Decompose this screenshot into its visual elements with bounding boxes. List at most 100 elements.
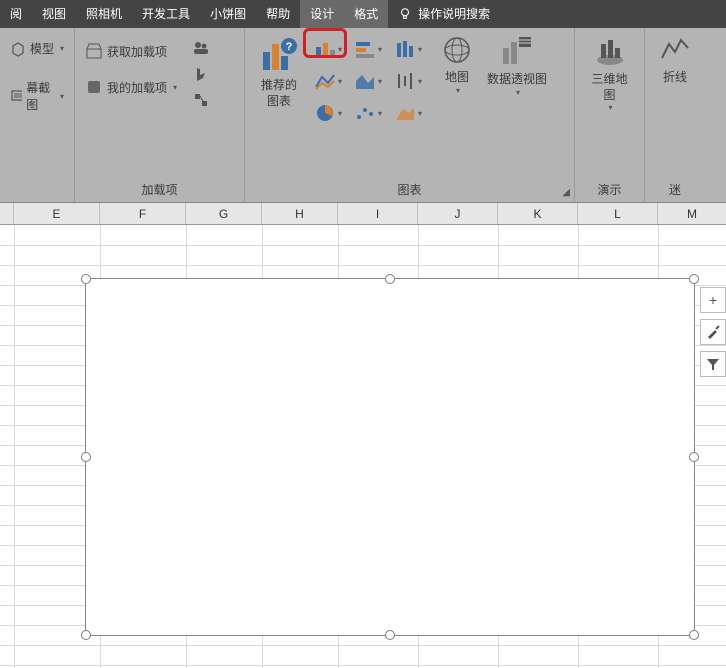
group-models: 模型 幕截图 bbox=[0, 28, 75, 202]
screenshot-icon bbox=[10, 88, 22, 104]
three-d-map-label: 三维地 图 bbox=[591, 72, 627, 103]
bing-icon bbox=[193, 66, 209, 82]
plus-icon: + bbox=[709, 292, 717, 308]
handle-bl[interactable] bbox=[81, 630, 91, 640]
menu-format[interactable]: 格式 bbox=[344, 0, 388, 28]
column-headers: E F G H I J K L M bbox=[0, 203, 726, 225]
menu-help[interactable]: 帮助 bbox=[256, 0, 300, 28]
maps-label: 地图 bbox=[445, 70, 469, 86]
pivot-chart-icon bbox=[500, 34, 534, 68]
col-header-gutter bbox=[0, 203, 14, 224]
models-button[interactable]: 模型 bbox=[6, 38, 68, 59]
recommended-charts-button[interactable]: ? 推荐的 图表 bbox=[251, 32, 307, 111]
three-d-map-button[interactable]: 三维地 图 bbox=[581, 32, 638, 116]
puzzle-icon bbox=[85, 78, 103, 96]
col-header-L[interactable]: L bbox=[578, 203, 658, 224]
globe-icon bbox=[441, 34, 473, 66]
tell-me-search[interactable]: 操作说明搜索 bbox=[388, 0, 500, 28]
group-addins-label: 加载项 bbox=[81, 177, 238, 200]
area-chart-button[interactable] bbox=[349, 66, 387, 96]
pivot-chart-button[interactable]: 数据透视图 bbox=[481, 32, 553, 100]
stat-chart-button[interactable] bbox=[389, 34, 427, 64]
my-addins-button[interactable]: 我的加载项 bbox=[81, 76, 181, 98]
chart-object[interactable] bbox=[85, 278, 695, 636]
line-chart-icon bbox=[314, 71, 336, 91]
menu-camera[interactable]: 照相机 bbox=[76, 0, 132, 28]
col-header-M[interactable]: M bbox=[658, 203, 726, 224]
group-addins: 获取加载项 我的加载项 加载项 bbox=[75, 28, 245, 202]
chart-side-tools: + bbox=[700, 287, 726, 377]
brush-icon bbox=[705, 324, 721, 340]
three-d-map-icon bbox=[593, 34, 627, 68]
handle-tr[interactable] bbox=[689, 274, 699, 284]
group-charts-label: 图表 bbox=[251, 177, 568, 200]
bar-chart-icon bbox=[354, 39, 376, 59]
chart-filter-button[interactable] bbox=[700, 351, 726, 377]
handle-tl[interactable] bbox=[81, 274, 91, 284]
chart-elements-button[interactable]: + bbox=[700, 287, 726, 313]
group-charts: ? 推荐的 图表 bbox=[245, 28, 575, 202]
stat-chart-icon bbox=[394, 39, 416, 59]
group-demo-label: 演示 bbox=[581, 177, 638, 200]
group-sparklines: 折线 迷 bbox=[645, 28, 705, 202]
menu-devtools[interactable]: 开发工具 bbox=[132, 0, 200, 28]
bulb-icon bbox=[398, 7, 412, 21]
charts-launcher[interactable]: ◢ bbox=[562, 187, 570, 198]
col-header-G[interactable]: G bbox=[186, 203, 262, 224]
svg-text:?: ? bbox=[286, 41, 293, 53]
spreadsheet-grid[interactable]: + bbox=[0, 225, 726, 668]
pivot-chart-label: 数据透视图 bbox=[487, 72, 547, 88]
get-addins-button[interactable]: 获取加载项 bbox=[81, 40, 181, 62]
recommended-chart-icon: ? bbox=[259, 34, 299, 74]
bing-icon-button[interactable] bbox=[191, 64, 211, 84]
col-header-F[interactable]: F bbox=[100, 203, 186, 224]
ribbon: 模型 幕截图 获取加载项 我的加载项 bbox=[0, 28, 726, 203]
sparkline-icon bbox=[659, 34, 691, 66]
diagram-icon bbox=[193, 92, 209, 108]
col-header-H[interactable]: H bbox=[262, 203, 338, 224]
line-chart-button[interactable] bbox=[309, 66, 347, 96]
my-addins-label: 我的加载项 bbox=[107, 79, 167, 96]
cube-icon bbox=[10, 41, 26, 57]
chart-styles-button[interactable] bbox=[700, 319, 726, 345]
funnel-icon bbox=[705, 356, 721, 372]
store-icon bbox=[85, 42, 103, 60]
handle-tm[interactable] bbox=[385, 274, 395, 284]
screenshot-button[interactable]: 幕截图 bbox=[6, 77, 68, 115]
surface-chart-icon bbox=[394, 103, 416, 123]
pie-chart-button[interactable] bbox=[309, 98, 347, 128]
handle-bm[interactable] bbox=[385, 630, 395, 640]
recommended-charts-label: 推荐的 图表 bbox=[261, 78, 297, 109]
area-chart-icon bbox=[354, 71, 376, 91]
handle-mr[interactable] bbox=[689, 452, 699, 462]
surface-chart-button[interactable] bbox=[389, 98, 427, 128]
pie-chart-icon bbox=[314, 103, 336, 123]
tell-me-label: 操作说明搜索 bbox=[418, 0, 490, 28]
handle-ml[interactable] bbox=[81, 452, 91, 462]
menu-design[interactable]: 设计 bbox=[300, 0, 344, 28]
people-icon-button[interactable] bbox=[191, 38, 211, 58]
menu-view[interactable]: 视图 bbox=[32, 0, 76, 28]
group-sparklines-label: 迷 bbox=[651, 177, 699, 200]
menu-bar: 阅 视图 照相机 开发工具 小饼图 帮助 设计 格式 操作说明搜索 bbox=[0, 0, 726, 28]
group-demo: 三维地 图 演示 bbox=[575, 28, 645, 202]
bar-chart-button[interactable] bbox=[349, 34, 387, 64]
maps-button[interactable]: 地图 bbox=[433, 32, 481, 98]
menu-xiaobingtu[interactable]: 小饼图 bbox=[200, 0, 256, 28]
sparkline-line-button[interactable]: 折线 bbox=[651, 32, 699, 88]
sparkline-line-label: 折线 bbox=[663, 70, 687, 86]
people-icon bbox=[192, 39, 210, 57]
screenshot-label: 幕截图 bbox=[26, 79, 54, 113]
stock-chart-button[interactable] bbox=[389, 66, 427, 96]
col-header-E[interactable]: E bbox=[14, 203, 100, 224]
group-models-spacer bbox=[6, 180, 68, 200]
visio-icon-button[interactable] bbox=[191, 90, 211, 110]
get-addins-label: 获取加载项 bbox=[107, 43, 167, 60]
menu-review[interactable]: 阅 bbox=[0, 0, 32, 28]
col-header-J[interactable]: J bbox=[418, 203, 498, 224]
stock-chart-icon bbox=[394, 71, 416, 91]
scatter-chart-button[interactable] bbox=[349, 98, 387, 128]
handle-br[interactable] bbox=[689, 630, 699, 640]
col-header-I[interactable]: I bbox=[338, 203, 418, 224]
col-header-K[interactable]: K bbox=[498, 203, 578, 224]
